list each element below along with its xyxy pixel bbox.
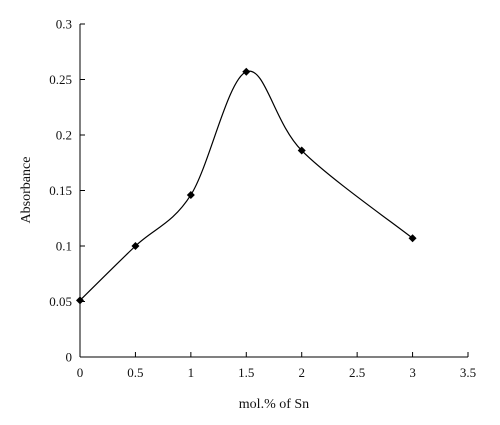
data-point-marker <box>76 296 84 305</box>
series-line <box>79 70 413 301</box>
x-tick-label: 1.5 <box>238 365 254 380</box>
x-tick-label: 3.5 <box>460 365 476 380</box>
x-tick-label: 2.5 <box>349 365 365 380</box>
y-tick-label: 0.15 <box>49 183 72 198</box>
data-point-marker <box>186 190 195 199</box>
y-tick-label: 0.1 <box>56 239 72 254</box>
series-layer <box>76 67 417 305</box>
y-tick-label: 0.2 <box>56 128 72 143</box>
plot-frame <box>79 24 468 358</box>
data-point-marker <box>131 242 140 250</box>
y-axis-title: Absorbance <box>19 157 34 224</box>
x-tick-label: 2 <box>298 365 305 380</box>
data-point-marker <box>242 67 251 76</box>
x-tick-label: 3 <box>409 365 416 380</box>
x-tick-label: 0 <box>77 365 84 380</box>
data-point-marker <box>408 234 417 243</box>
y-tick-label: 0.25 <box>49 72 72 87</box>
x-axis-title: mol.% of Sn <box>239 397 309 412</box>
y-axis-ticks: 0 0.05 0.1 0.15 0.2 0.25 0.3 <box>49 17 85 365</box>
x-tick-label: 0.5 <box>127 365 143 380</box>
data-point-marker <box>297 146 306 155</box>
y-tick-label: 0.05 <box>49 294 72 309</box>
x-axis-ticks: 0 0.5 1 1.5 2 2.5 3 3.5 <box>77 352 476 380</box>
y-tick-label: 0.3 <box>56 17 72 32</box>
y-tick-label: 0 <box>66 350 73 365</box>
x-tick-label: 1 <box>188 365 195 380</box>
